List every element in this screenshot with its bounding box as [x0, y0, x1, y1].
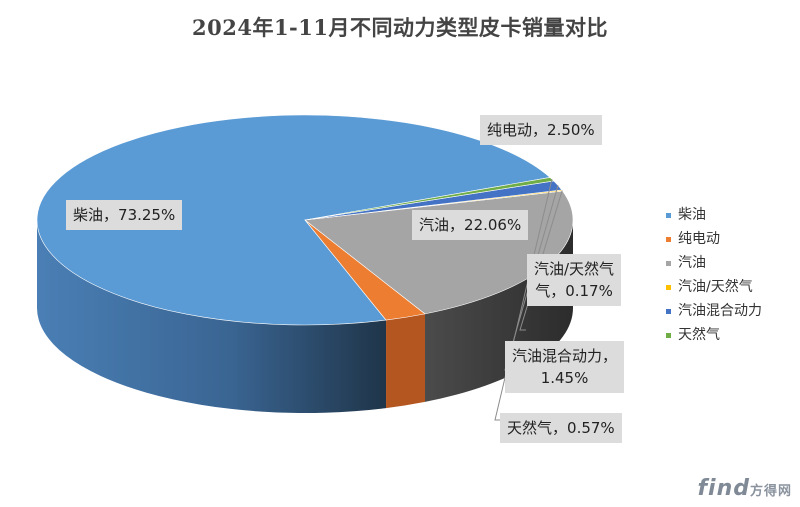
- legend-item-cng: 天然气: [666, 323, 762, 347]
- data-label-gasoline-cng: 汽油/天然气 气，0.17%: [527, 254, 622, 306]
- legend-item-bev: 纯电动: [666, 227, 762, 251]
- legend-item-gasoline-cng: 汽油/天然气: [666, 275, 762, 299]
- legend-item-diesel: 柴油: [666, 203, 762, 227]
- legend-item-gasoline: 汽油: [666, 251, 762, 275]
- data-label-gasoline: 汽油，22.06%: [412, 210, 529, 240]
- legend-swatch-icon: [666, 236, 671, 242]
- watermark-logo: find方得网: [697, 476, 792, 501]
- data-label-cng: 天然气，0.57%: [500, 413, 622, 443]
- pie-side-0: [37, 220, 387, 413]
- legend-swatch-icon: [666, 260, 671, 266]
- pie-side-1: [386, 313, 425, 409]
- legend-swatch-icon: [666, 212, 671, 218]
- pie-slice-0: [36, 114, 551, 326]
- data-label-bev: 纯电动，2.50%: [480, 115, 602, 145]
- data-label-gasoline-hybrid: 汽油混合动力， 1.45%: [505, 341, 625, 393]
- legend-item-gasoline-hybrid: 汽油混合动力: [666, 299, 762, 323]
- legend-swatch-icon: [666, 332, 671, 338]
- legend-swatch-icon: [666, 308, 671, 314]
- legend: 柴油 纯电动 汽油 汽油/天然气 汽油混合动力 天然气: [666, 203, 762, 347]
- legend-swatch-icon: [666, 284, 671, 290]
- leader-line-gasoline-cng: [519, 190, 563, 331]
- chart-title: 2024年1-11月不同动力类型皮卡销量对比: [192, 15, 608, 40]
- data-label-diesel: 柴油，73.25%: [66, 200, 183, 230]
